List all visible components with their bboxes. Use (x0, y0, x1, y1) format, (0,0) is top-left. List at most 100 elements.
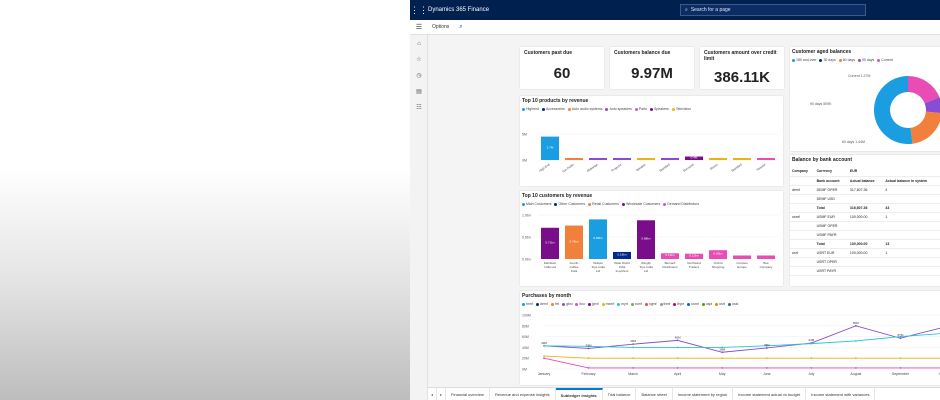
legend-item[interactable]: Auto audio systems (567, 107, 602, 111)
table-cell (883, 257, 940, 267)
donut-label: 90 days 509K (810, 102, 832, 106)
tab-balance-sheet[interactable]: Balance sheet (636, 388, 673, 400)
bar (541, 227, 559, 259)
kpi-customers-over-credit-limit[interactable]: Customers amount over credit limit 386.1… (700, 47, 784, 89)
legend-swatch (621, 202, 625, 206)
x-tick-label: Wingtip (641, 261, 651, 265)
legend-item[interactable]: Parts (634, 107, 647, 111)
table-cell: USMF OPER (814, 221, 848, 231)
legend-swatch (567, 107, 571, 111)
table-cell (847, 257, 884, 267)
x-tick-label: Orchid (714, 261, 723, 265)
legend-item[interactable]: demf (536, 302, 548, 306)
search-icon[interactable]: ⌕ (459, 23, 463, 30)
legend-item[interactable]: frrt (550, 302, 559, 306)
legend-item[interactable]: Highend (522, 107, 539, 111)
tab-trial-balance[interactable]: Trial balance (603, 388, 637, 400)
top-bar: ⋮⋮ Dynamics 365 Finance ⌕ Search for a p… (410, 0, 940, 20)
table-cell: 100,000.00 (847, 248, 884, 258)
table-row: USRT OPER (790, 257, 940, 267)
tab-subledger-insights[interactable]: Subledger insights (555, 388, 603, 400)
tab-financial-overview[interactable]: Financial overview (446, 388, 490, 400)
legend-item[interactable]: 90 days (857, 58, 874, 62)
tab-revenue-and-expense-insights[interactable]: Revenue and expense insights (490, 388, 556, 400)
kpi-customers-balance-due[interactable]: Customers balance due 9.97M (610, 47, 694, 89)
legend-item[interactable]: mxmf (601, 302, 614, 306)
app-title: Dynamics 365 Finance (428, 7, 490, 13)
x-tick-label: Midrange (586, 162, 599, 173)
tab-income-statement-with-variances[interactable]: Income statement with variances (806, 388, 876, 400)
bank-balance-table: Company Currency EUR Bank account Actual bal… (790, 167, 940, 276)
bar-data-label: 0.20bn (713, 252, 723, 256)
table-cell (790, 239, 815, 249)
legend-label: jpmf (591, 302, 599, 306)
aged-donut-chart[interactable]: Current 1.27M 90 days 509K 60 days 1.44M (790, 65, 940, 151)
legend-label: demf (540, 302, 548, 306)
point-data-label: 57M (898, 333, 904, 337)
tab-income-statement-actual-vs-budget[interactable]: Income statement actual vs budget (733, 388, 807, 400)
products-legend: Highend Accessories Auto audio systems Auto… (522, 107, 691, 111)
legend-item[interactable]: uspi (701, 302, 712, 306)
legend-item[interactable]: Wholesale Customers (621, 202, 660, 206)
legend-item[interactable]: 180 and over (792, 58, 816, 62)
legend-item[interactable]: 30 days (819, 58, 836, 62)
x-tick-label: Shopping (712, 265, 725, 269)
legend-item[interactable]: sgmf (644, 302, 657, 306)
series-point (899, 337, 902, 340)
point-data-label: 38M (719, 347, 725, 351)
legend-item[interactable]: gbsi (562, 302, 572, 306)
legend-item[interactable]: usrt (715, 302, 725, 306)
kpi-customers-past-due[interactable]: Customers past due 60 (520, 47, 604, 89)
star-icon[interactable]: ☆ (416, 57, 422, 63)
y-tick-label: 60M (522, 335, 529, 339)
y-tick-label: 100M (522, 314, 531, 318)
legend-item[interactable]: Retail Customers (588, 202, 619, 206)
legend-item[interactable]: Current (877, 58, 893, 62)
legend-swatch (554, 202, 558, 206)
legend-item[interactable]: Accessories (542, 107, 565, 111)
tab-scroll-right-icon[interactable]: ▸ (437, 388, 447, 400)
legend-swatch (542, 107, 546, 111)
legend-item[interactable]: Main Customers (522, 202, 551, 206)
legend-item[interactable]: thmf (659, 302, 670, 306)
legend-item[interactable]: Demand Distributors (663, 202, 699, 206)
bar (613, 251, 631, 259)
legend-item[interactable]: rumf (630, 302, 642, 306)
legend-item[interactable]: Television (671, 107, 692, 111)
series-point (721, 351, 724, 354)
options-button[interactable]: Options (432, 24, 450, 30)
legend-item[interactable]: jpmf (587, 302, 599, 306)
hamburger-icon[interactable]: ☰ (415, 24, 423, 31)
top-products-chart[interactable]: 5M 0M 2.7M High End Car Audio Midrange Project… (520, 114, 783, 186)
legend-swatch (562, 302, 566, 306)
legend-label: Television (675, 107, 692, 111)
search-placeholder: Search for a page (690, 7, 731, 13)
table-cell (883, 194, 940, 204)
tab-income-statement-by-region[interactable]: Income statement by region (673, 388, 734, 400)
table-cell: 13 (883, 239, 940, 249)
legend-item[interactable]: Other Customers (554, 202, 585, 206)
workspace-icon[interactable]: ▤ (416, 89, 422, 95)
legend-item[interactable]: brmf (522, 302, 533, 306)
list-icon[interactable]: ☷ (416, 105, 422, 111)
legend-item[interactable]: usmf (687, 302, 699, 306)
bar (685, 253, 703, 259)
home-icon[interactable]: ⌂ (417, 40, 421, 47)
bar-data-label: 0.90bn (593, 236, 603, 240)
legend-label: rumf (634, 302, 642, 306)
point-data-label: 46M (630, 339, 636, 343)
legend-item[interactable]: ussi (728, 302, 738, 306)
legend-item[interactable]: Auto speakers (605, 107, 632, 111)
purchases-line-chart[interactable]: 100M 80M 60M 40M 20M 0M January February March Ap… (520, 309, 940, 385)
series-point (721, 357, 724, 360)
legend-item[interactable]: 60 days (838, 58, 855, 62)
tab-scroll-left-icon[interactable]: ◂ (428, 388, 438, 400)
global-search-box[interactable]: ⌕ Search for a page (680, 4, 866, 16)
app-launcher-icon[interactable]: ⋮⋮ (410, 4, 428, 15)
legend-item[interactable]: itco (575, 302, 585, 306)
legend-item[interactable]: myrt (617, 302, 628, 306)
legend-item[interactable]: thpe (673, 302, 684, 306)
legend-item[interactable]: Speakers (650, 107, 669, 111)
clock-icon[interactable]: ◷ (416, 73, 422, 79)
